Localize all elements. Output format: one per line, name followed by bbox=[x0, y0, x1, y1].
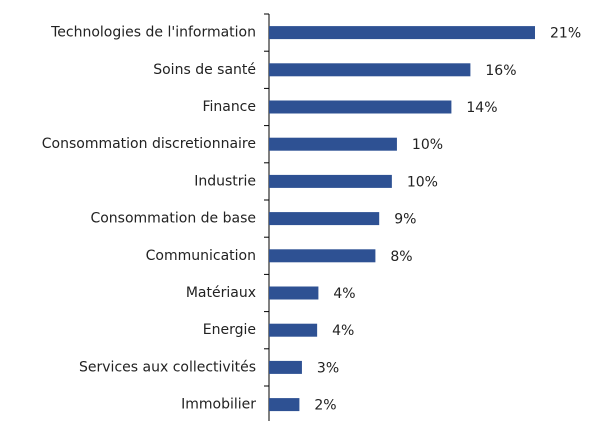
category-label: Industrie bbox=[194, 173, 256, 189]
data-label: 8% bbox=[390, 249, 412, 265]
data-label: 9% bbox=[394, 212, 416, 228]
bar bbox=[269, 249, 376, 263]
bar bbox=[269, 174, 392, 188]
data-label: 10% bbox=[412, 137, 443, 153]
category-label: Services aux collectivités bbox=[79, 359, 256, 375]
category-label: Immobilier bbox=[181, 397, 256, 413]
bar bbox=[269, 100, 452, 114]
category-label: Finance bbox=[202, 99, 256, 115]
category-label: Matériaux bbox=[186, 285, 256, 301]
category-label: Soins de santé bbox=[153, 62, 256, 78]
bar bbox=[269, 212, 380, 226]
category-label: Consommation de base bbox=[90, 211, 256, 227]
bar bbox=[269, 323, 318, 337]
data-label: 14% bbox=[466, 100, 497, 116]
bar bbox=[269, 286, 319, 300]
data-label: 16% bbox=[485, 63, 516, 79]
bar bbox=[269, 26, 535, 40]
bar bbox=[269, 137, 397, 151]
category-label: Consommation discretionnaire bbox=[42, 136, 256, 152]
category-label: Technologies de l'information bbox=[50, 25, 256, 41]
data-label: 4% bbox=[332, 323, 354, 339]
bar bbox=[269, 63, 471, 77]
bar bbox=[269, 398, 300, 412]
data-label: 21% bbox=[550, 26, 581, 42]
data-label: 3% bbox=[317, 360, 339, 376]
data-label: 2% bbox=[314, 398, 336, 414]
category-label: Energie bbox=[203, 322, 256, 338]
data-label: 10% bbox=[407, 174, 438, 190]
category-label: Communication bbox=[146, 248, 256, 264]
bar bbox=[269, 360, 302, 374]
data-label: 4% bbox=[333, 286, 355, 302]
